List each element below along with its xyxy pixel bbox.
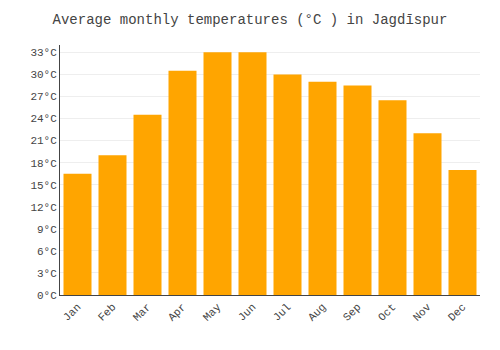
svg-text:May: May — [201, 301, 224, 324]
svg-text:Nov: Nov — [411, 301, 434, 324]
svg-text:24°C: 24°C — [30, 113, 57, 125]
svg-text:Jan: Jan — [61, 301, 83, 323]
svg-text:3°C: 3°C — [37, 268, 57, 280]
svg-text:Dec: Dec — [446, 301, 468, 323]
svg-text:Oct: Oct — [376, 301, 398, 323]
svg-text:27°C: 27°C — [30, 91, 57, 103]
svg-text:Apr: Apr — [166, 301, 188, 323]
svg-text:21°C: 21°C — [30, 135, 57, 147]
svg-text:Mar: Mar — [131, 301, 153, 323]
svg-text:Average monthly temperatures (: Average monthly temperatures (°C ) in Ja… — [53, 12, 448, 28]
svg-text:6°C: 6°C — [37, 246, 57, 258]
svg-text:18°C: 18°C — [30, 158, 57, 170]
svg-text:Feb: Feb — [96, 301, 118, 323]
svg-text:12°C: 12°C — [30, 202, 57, 214]
svg-text:Jul: Jul — [271, 301, 293, 323]
svg-text:Sep: Sep — [341, 301, 363, 323]
svg-text:Jun: Jun — [236, 301, 258, 323]
svg-text:30°C: 30°C — [30, 69, 57, 81]
svg-text:15°C: 15°C — [30, 180, 57, 192]
svg-text:0°C: 0°C — [37, 290, 57, 302]
svg-text:9°C: 9°C — [37, 224, 57, 236]
svg-text:33°C: 33°C — [30, 47, 57, 59]
svg-text:Aug: Aug — [306, 301, 328, 323]
